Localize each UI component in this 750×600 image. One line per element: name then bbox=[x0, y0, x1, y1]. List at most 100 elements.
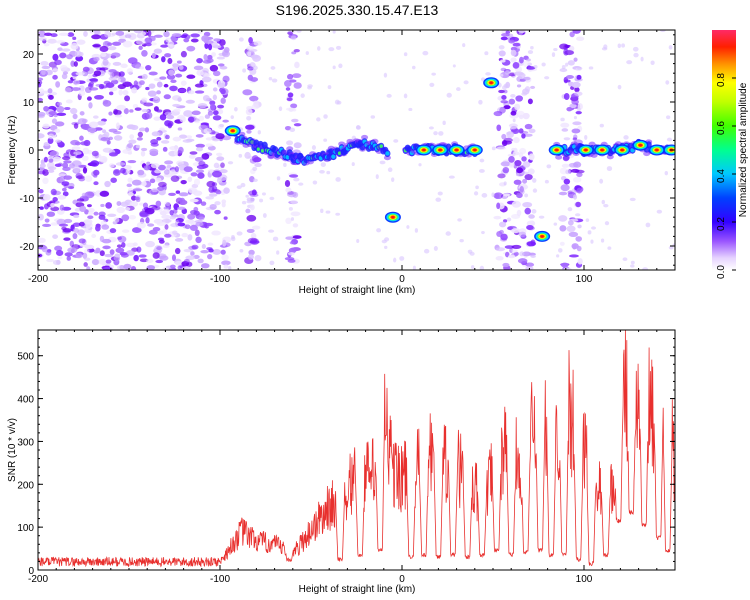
noise-blob bbox=[67, 80, 74, 84]
noise-blob bbox=[111, 41, 122, 46]
noise-blob bbox=[57, 256, 63, 260]
noise-blob bbox=[164, 160, 174, 165]
noise-blob bbox=[83, 262, 88, 267]
noise-blob bbox=[370, 115, 376, 119]
noise-blob bbox=[173, 108, 181, 113]
noise-blob bbox=[212, 185, 218, 192]
noise-blob bbox=[320, 162, 326, 167]
noise-blob bbox=[195, 147, 204, 152]
noise-blob bbox=[91, 34, 101, 40]
noise-blob bbox=[169, 146, 179, 151]
noise-blob bbox=[185, 219, 192, 224]
noise-blob bbox=[276, 250, 280, 255]
noise-blob bbox=[607, 246, 612, 250]
noise-blob bbox=[289, 174, 299, 178]
noise-blob bbox=[108, 163, 115, 168]
noise-blob bbox=[383, 72, 388, 78]
noise-blob bbox=[136, 39, 146, 45]
noise-blob bbox=[462, 43, 466, 48]
noise-blob bbox=[575, 236, 582, 242]
noise-blob bbox=[501, 95, 507, 100]
noise-blob bbox=[72, 222, 81, 227]
noise-blob bbox=[111, 32, 116, 36]
noise-blob bbox=[70, 107, 78, 115]
noise-blob bbox=[518, 31, 523, 35]
noise-blob bbox=[155, 200, 162, 207]
noise-blob bbox=[162, 208, 171, 214]
noise-blob bbox=[438, 131, 444, 136]
noise-blob bbox=[177, 206, 186, 211]
noise-blob bbox=[134, 107, 142, 111]
noise-blob bbox=[166, 74, 176, 80]
noise-blob bbox=[42, 123, 50, 129]
noise-blob bbox=[246, 129, 252, 134]
noise-blob bbox=[269, 196, 275, 201]
noise-blob bbox=[120, 63, 128, 69]
noise-blob bbox=[129, 201, 139, 207]
noise-blob bbox=[221, 254, 229, 261]
noise-blob bbox=[126, 183, 132, 188]
noise-blob bbox=[522, 201, 533, 208]
noise-blob bbox=[246, 45, 254, 51]
noise-blob bbox=[193, 206, 199, 212]
noise-blob bbox=[393, 257, 397, 263]
noise-blob bbox=[190, 38, 199, 43]
noise-blob bbox=[155, 259, 164, 264]
noise-blob bbox=[294, 61, 300, 69]
noise-blob bbox=[141, 50, 148, 57]
noise-blob bbox=[214, 201, 221, 206]
noise-blob bbox=[145, 86, 150, 91]
noise-blob bbox=[207, 110, 214, 116]
noise-blob bbox=[149, 148, 159, 154]
noise-blob bbox=[195, 221, 204, 227]
noise-blob bbox=[496, 124, 502, 132]
noise-blob bbox=[551, 52, 556, 57]
noise-blob bbox=[325, 210, 331, 214]
noise-blob bbox=[48, 94, 54, 100]
noise-blob bbox=[146, 161, 151, 166]
noise-blob bbox=[121, 214, 130, 222]
noise-blob bbox=[133, 254, 139, 262]
noise-blob bbox=[516, 192, 523, 199]
noise-blob bbox=[526, 241, 537, 247]
noise-blob bbox=[245, 108, 253, 116]
noise-blob bbox=[52, 234, 59, 239]
noise-blob bbox=[64, 87, 72, 93]
spectrogram-xlabel: Height of straight line (km) bbox=[299, 285, 416, 296]
noise-blob bbox=[194, 120, 200, 124]
noise-blob bbox=[102, 147, 113, 153]
noise-blob bbox=[73, 122, 79, 129]
noise-blob bbox=[519, 147, 527, 155]
noise-blob bbox=[559, 225, 567, 232]
noise-blob bbox=[528, 214, 535, 219]
noise-blob bbox=[190, 172, 198, 177]
noise-blob bbox=[139, 211, 149, 218]
noise-blob bbox=[278, 106, 283, 112]
ridge-halo bbox=[588, 141, 596, 147]
noise-blob bbox=[560, 262, 569, 268]
noise-blob bbox=[221, 260, 231, 266]
noise-blob bbox=[268, 77, 273, 81]
noise-blob bbox=[163, 169, 170, 175]
noise-blob bbox=[585, 218, 590, 222]
noise-blob bbox=[47, 38, 57, 44]
noise-blob bbox=[249, 95, 259, 102]
noise-blob bbox=[456, 87, 461, 92]
noise-blob bbox=[223, 187, 230, 194]
noise-blob bbox=[376, 228, 382, 233]
noise-blob bbox=[188, 116, 195, 123]
noise-blob bbox=[132, 242, 138, 247]
noise-blob bbox=[169, 85, 178, 92]
noise-blob bbox=[87, 149, 93, 155]
snr-ytick-label: 500 bbox=[17, 352, 34, 363]
noise-blob bbox=[603, 204, 609, 208]
noise-blob bbox=[204, 222, 214, 227]
noise-blob bbox=[172, 95, 182, 101]
peak bbox=[584, 148, 588, 152]
noise-blob bbox=[527, 98, 533, 105]
noise-blob bbox=[44, 32, 53, 36]
noise-blob bbox=[510, 110, 517, 116]
noise-blob bbox=[300, 93, 305, 98]
noise-blob bbox=[201, 153, 210, 160]
noise-blob bbox=[185, 255, 196, 261]
